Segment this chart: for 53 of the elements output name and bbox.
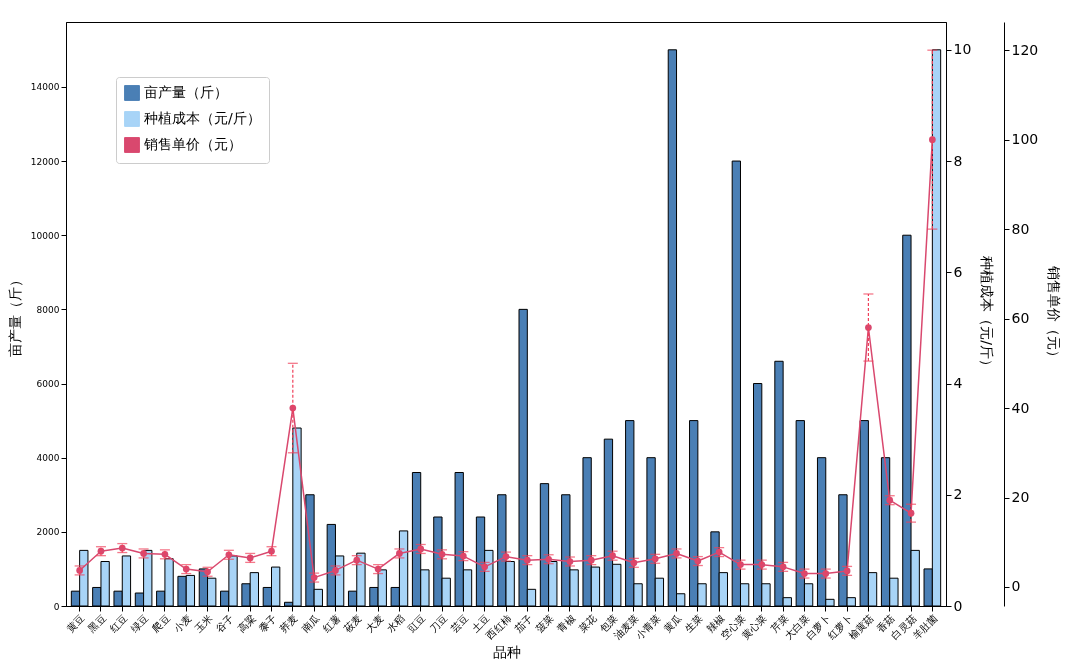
- x-tick-label: 茄子: [512, 612, 535, 635]
- x-tick-label: 爬豆: [150, 612, 172, 635]
- y-tick-label: 8000: [36, 304, 60, 315]
- x-tick-label: 菜花: [576, 612, 599, 635]
- y3-tick-label: 0: [1011, 578, 1021, 595]
- y-tick-label: 2000: [36, 527, 60, 538]
- x-tick-label: 黑豆: [86, 612, 109, 635]
- x-tick-label: 荞麦: [277, 612, 300, 635]
- x-tick-label: 芸豆: [448, 612, 471, 635]
- y-tick-label: 4000: [36, 453, 60, 464]
- x-tick-label: 生菜: [683, 612, 705, 635]
- x-tick-label: 菠菜: [533, 612, 556, 635]
- y3-tick-label: 20: [1011, 489, 1030, 506]
- x-tick-label: 黄豆: [64, 612, 87, 635]
- x-tick-label: 水稻: [384, 612, 407, 635]
- x-tick-label: 小麦: [171, 612, 194, 635]
- y3-tick-label: 120: [1011, 41, 1039, 58]
- y-tick-label: 0: [53, 601, 60, 612]
- x-tick-label: 黍子: [256, 612, 279, 635]
- y2-tick-label: 8: [953, 152, 963, 169]
- x-tick-label: 玉米: [192, 612, 215, 635]
- x-tick-label: 豇豆: [405, 612, 428, 635]
- x-tick-label: 绿豆: [128, 612, 151, 635]
- x-tick-label: 高粱: [235, 612, 258, 635]
- x-tick-label: 红薯: [320, 612, 343, 635]
- y2-tick-label: 2: [953, 486, 963, 503]
- x-tick-label: 谷子: [214, 612, 236, 635]
- x-tick-label: 南瓜: [299, 612, 322, 635]
- legend-label: 种植成本（元/斤）: [144, 110, 261, 126]
- y3-tick-label: 60: [1011, 310, 1030, 327]
- y2-tick-label: 0: [953, 597, 963, 614]
- y2-tick-label: 10: [953, 41, 972, 58]
- x-tick-label: 黄瓜: [661, 612, 684, 635]
- y2-axis-title: 种植成本（元/斤）: [979, 256, 996, 373]
- y-tick-label: 10000: [30, 230, 60, 241]
- legend-label: 销售单价（元）: [143, 136, 242, 152]
- y-tick-label: 6000: [36, 379, 60, 390]
- y-axis-title: 亩产量（斤）: [6, 272, 23, 357]
- y2-tick-label: 6: [953, 263, 963, 280]
- y3-axis-title: 销售单价（元）: [1046, 264, 1063, 364]
- y2-tick-label: 4: [953, 375, 963, 392]
- y3-tick-label: 100: [1011, 131, 1039, 148]
- y-tick-label: 12000: [30, 156, 60, 167]
- x-tick-label: 刀豆: [427, 612, 450, 635]
- x-tick-label: 红豆: [107, 612, 130, 635]
- y3-tick-label: 40: [1011, 399, 1030, 416]
- y3-tick-label: 80: [1011, 220, 1030, 237]
- legend-label: 亩产量（斤）: [144, 84, 228, 100]
- x-tick-label: 青椒: [555, 612, 578, 635]
- x-axis-title: 品种: [492, 643, 521, 660]
- x-tick-label: 莜麦: [341, 612, 364, 635]
- x-tick-label: 大麦: [363, 612, 386, 635]
- y-tick-label: 14000: [30, 82, 60, 93]
